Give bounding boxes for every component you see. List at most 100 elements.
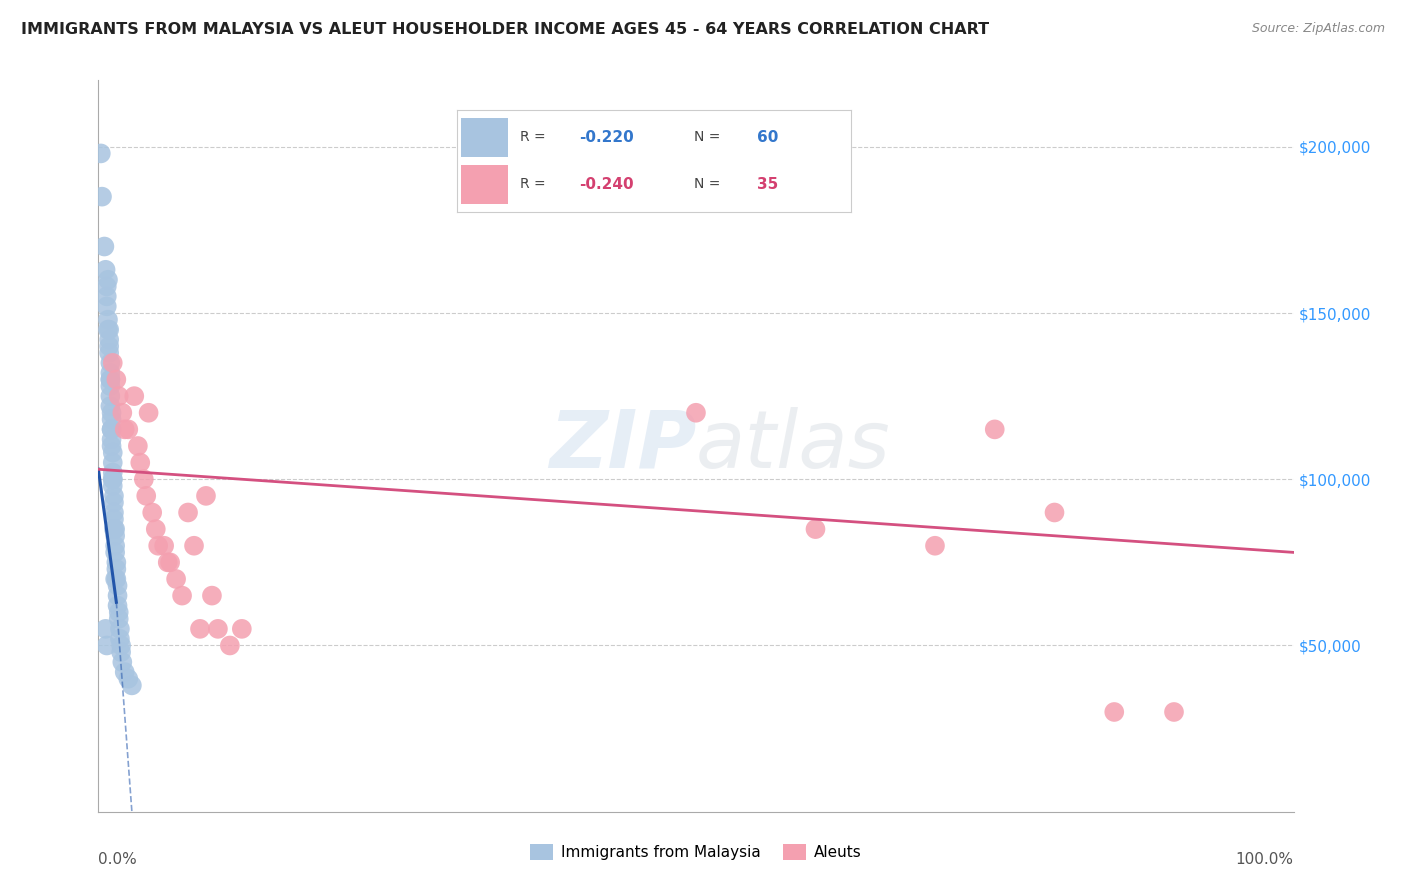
Point — [1163, 705, 1185, 719]
Point — [153, 539, 176, 553]
Point — [159, 555, 181, 569]
Point — [145, 522, 167, 536]
Point — [93, 239, 115, 253]
Point — [104, 529, 127, 543]
Point — [98, 339, 121, 353]
Text: 0.0%: 0.0% — [98, 852, 138, 867]
Text: 100.0%: 100.0% — [1236, 852, 1294, 867]
Point — [101, 479, 124, 493]
Point — [924, 539, 946, 553]
Point — [177, 506, 200, 520]
Point — [104, 545, 127, 559]
Text: IMMIGRANTS FROM MALAYSIA VS ALEUT HOUSEHOLDER INCOME AGES 45 - 64 YEARS CORRELAT: IMMIGRANTS FROM MALAYSIA VS ALEUT HOUSEH… — [21, 22, 990, 37]
Point — [100, 422, 122, 436]
Point — [1043, 506, 1066, 520]
Point — [100, 433, 122, 447]
Point — [108, 622, 131, 636]
Point — [101, 445, 124, 459]
Point — [103, 506, 125, 520]
Point — [110, 645, 132, 659]
Point — [148, 539, 170, 553]
Point — [101, 466, 124, 480]
Point — [107, 612, 129, 626]
Point — [98, 389, 122, 403]
Point — [132, 472, 155, 486]
Point — [98, 333, 121, 347]
Point — [107, 589, 129, 603]
Point — [111, 406, 134, 420]
Text: R =: R = — [520, 130, 550, 145]
Point — [207, 622, 229, 636]
Point — [117, 672, 139, 686]
Point — [97, 273, 120, 287]
Point — [984, 422, 1007, 436]
Point — [98, 372, 122, 386]
Point — [98, 356, 122, 370]
Point — [135, 489, 157, 503]
Text: N =: N = — [693, 178, 724, 191]
Point — [117, 422, 139, 436]
Point — [129, 456, 152, 470]
Point — [101, 472, 124, 486]
Point — [105, 562, 128, 576]
Point — [96, 639, 118, 653]
Point — [172, 589, 194, 603]
Point — [103, 495, 125, 509]
Point — [98, 323, 121, 337]
Point — [104, 539, 127, 553]
Point — [103, 512, 125, 526]
Point — [104, 572, 127, 586]
Point — [98, 346, 121, 360]
Point — [98, 379, 122, 393]
Point — [101, 356, 124, 370]
Point — [96, 279, 118, 293]
Point — [98, 372, 122, 386]
Text: R =: R = — [520, 178, 550, 191]
Point — [107, 389, 129, 403]
Point — [105, 555, 128, 569]
Point — [110, 639, 132, 653]
Point — [219, 639, 242, 653]
Point — [107, 579, 129, 593]
Point — [165, 572, 187, 586]
Point — [100, 422, 122, 436]
Point — [98, 366, 122, 380]
Point — [127, 439, 149, 453]
Text: atlas: atlas — [696, 407, 891, 485]
Point — [188, 622, 211, 636]
Point — [121, 678, 143, 692]
Point — [104, 522, 127, 536]
Text: ZIP: ZIP — [548, 407, 696, 485]
Point — [100, 406, 122, 420]
Point — [107, 605, 129, 619]
Point — [156, 555, 179, 569]
Point — [98, 399, 122, 413]
Text: -0.240: -0.240 — [579, 177, 634, 192]
Point — [201, 589, 224, 603]
Point — [231, 622, 253, 636]
Point — [90, 146, 112, 161]
Point — [108, 632, 131, 646]
Point — [194, 489, 218, 503]
Point — [804, 522, 827, 536]
Point — [101, 472, 124, 486]
Point — [114, 665, 136, 679]
Point — [101, 456, 124, 470]
Point — [105, 372, 128, 386]
Point — [685, 406, 707, 420]
Text: N =: N = — [693, 130, 724, 145]
Legend: Immigrants from Malaysia, Aleuts: Immigrants from Malaysia, Aleuts — [524, 838, 868, 866]
Point — [105, 572, 128, 586]
Point — [1102, 705, 1125, 719]
Point — [91, 189, 114, 203]
Point — [103, 489, 125, 503]
Bar — [461, 165, 508, 203]
Point — [94, 622, 117, 636]
Text: -0.220: -0.220 — [579, 129, 634, 145]
Point — [97, 323, 120, 337]
Point — [107, 599, 129, 613]
Point — [124, 389, 146, 403]
Point — [97, 312, 120, 326]
Point — [94, 262, 117, 277]
Text: Source: ZipAtlas.com: Source: ZipAtlas.com — [1251, 22, 1385, 36]
